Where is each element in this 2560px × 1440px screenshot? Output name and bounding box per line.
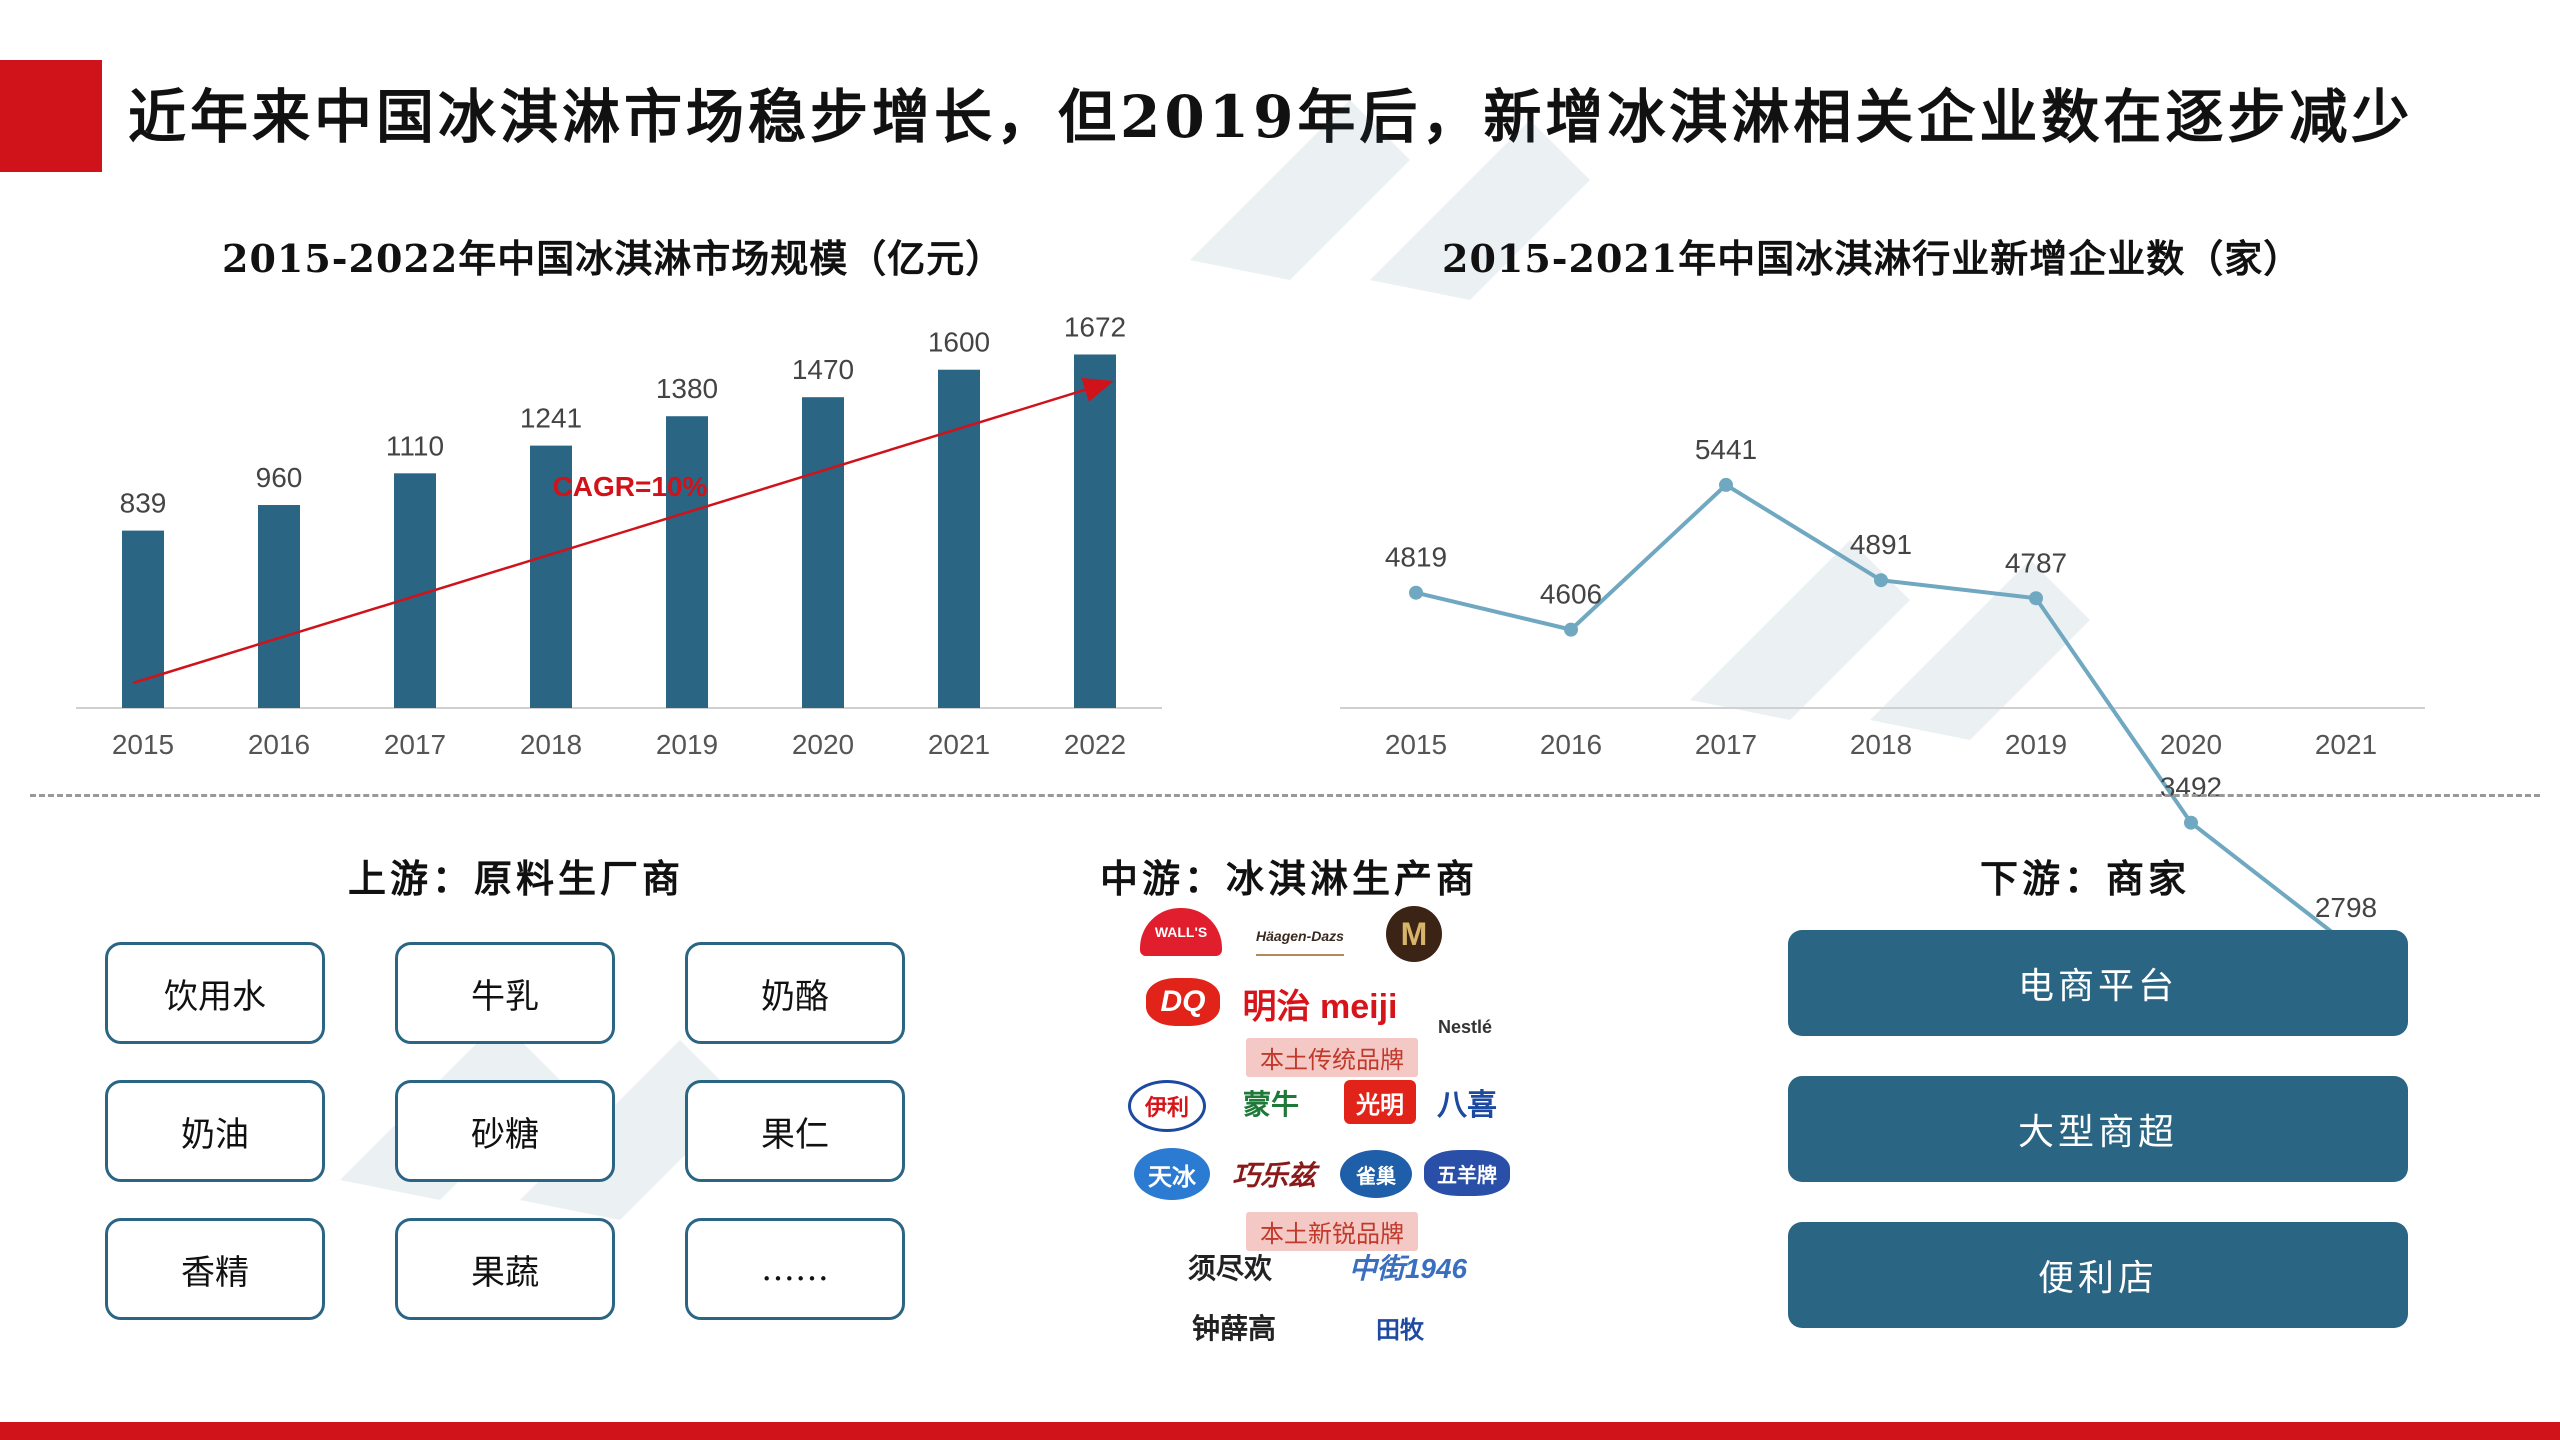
x-tick-label: 2020 [792, 729, 854, 760]
section-divider [30, 794, 2540, 797]
bar-value-label: 1380 [656, 373, 718, 404]
footer-bar [0, 1422, 2560, 1440]
line-value-label: 4819 [1385, 542, 1447, 573]
local-emerging-brand-tag: 本土新锐品牌 [1246, 1212, 1418, 1251]
material-cream: 奶油 [105, 1080, 325, 1182]
material-milk: 牛乳 [395, 942, 615, 1044]
cagr-trend-arrow [132, 377, 1114, 685]
material-drinking-water: 饮用水 [105, 942, 325, 1044]
line-value-label: 4606 [1540, 579, 1602, 610]
material-cheese: 奶酪 [685, 942, 905, 1044]
line-chart-title: 2015-2021年中国冰淇淋行业新增企业数（家） [1442, 236, 2303, 281]
x-tick-label: 2017 [1695, 729, 1757, 760]
line-point-2018 [1874, 573, 1888, 588]
upstream-heading: 上游：原料生厂商 [348, 856, 685, 901]
bar-2021 [938, 369, 980, 708]
x-tick-label: 2022 [1064, 729, 1126, 760]
nestle-logo: Nestlé [1437, 1017, 1493, 1037]
bar-chart-title: 2015-2022年中国冰淇淋市场规模（亿元） [222, 236, 1005, 281]
bar-2016 [258, 505, 300, 708]
tianmu-logo: 田牧 [1376, 1316, 1424, 1344]
guangming-logo: 光明 [1344, 1080, 1416, 1124]
bar-2020 [802, 397, 844, 708]
line-value-label: 5441 [1695, 434, 1757, 465]
line-chart: 4819 2015 4606 2016 5441 2017 4891 2018 4787 2019… [1340, 434, 2425, 951]
zhongjie-logo: 中街1946 [1348, 1253, 1468, 1284]
material-flavoring: 香精 [105, 1218, 325, 1320]
bar-chart: 839 2015 960 2016 1110 2017 1241 2018 1380 2019 14… [76, 311, 1162, 760]
channel-convenience-store: 便利店 [1788, 1222, 2408, 1328]
x-tick-label: 2019 [656, 729, 718, 760]
haagen-dazs-logo: Häagen-Dazs [1256, 918, 1344, 956]
baxi-logo: 八喜 [1437, 1089, 1497, 1122]
tianbing-logo: 天冰 [1134, 1148, 1210, 1200]
local-traditional-brand-tag: 本土传统品牌 [1246, 1038, 1418, 1077]
bar-value-label: 1470 [792, 354, 854, 385]
x-tick-label: 2018 [1850, 729, 1912, 760]
x-tick-label: 2021 [928, 729, 990, 760]
line-value-label: 3492 [2160, 772, 2222, 803]
x-tick-label: 2021 [2315, 729, 2377, 760]
bar-2018 [530, 445, 572, 708]
midstream-heading: 中游：冰淇淋生产商 [1100, 856, 1479, 901]
magnum-logo: M [1386, 906, 1442, 962]
x-tick-label: 2017 [384, 729, 446, 760]
channel-ecommerce: 电商平台 [1788, 930, 2408, 1036]
bar-2022 [1074, 354, 1116, 708]
page-title: 近年来中国冰淇淋市场稳步增长，但2019年后，新增冰淇淋相关企业数在逐步减少 [128, 83, 2414, 151]
bar-2015 [122, 530, 164, 708]
material-fruit-veg: 果蔬 [395, 1218, 615, 1320]
line-point-2016 [1564, 622, 1578, 637]
yili-logo: 伊利 [1128, 1080, 1206, 1132]
x-tick-label: 2016 [248, 729, 310, 760]
material-more: …… [685, 1218, 905, 1320]
x-tick-label: 2015 [1385, 729, 1447, 760]
x-tick-label: 2020 [2160, 729, 2222, 760]
mengniu-logo: 蒙牛 [1242, 1089, 1299, 1120]
line-point-2017 [1719, 477, 1733, 492]
nestle-blue-logo: 雀巢 [1340, 1150, 1412, 1198]
line-value-label: 2798 [2315, 892, 2377, 923]
x-tick-label: 2015 [112, 729, 174, 760]
x-tick-label: 2016 [1540, 729, 1602, 760]
bar-2019 [666, 416, 708, 708]
wuyang-logo: 五羊牌 [1424, 1150, 1510, 1196]
bar-value-label: 1241 [520, 403, 582, 434]
qiaolezi-logo: 巧乐兹 [1231, 1160, 1316, 1191]
bar-value-label: 839 [120, 488, 167, 519]
line-value-label: 4891 [1850, 529, 1912, 560]
title-accent-block [0, 60, 102, 172]
zhongxuegao-logo: 钟薛高 [1191, 1313, 1276, 1344]
channel-supermarket: 大型商超 [1788, 1076, 2408, 1182]
dq-logo: DQ [1146, 978, 1220, 1026]
material-nuts: 果仁 [685, 1080, 905, 1182]
line-point-2015 [1409, 585, 1423, 600]
line-value-label: 4787 [2005, 547, 2067, 578]
meiji-logo: 明治 meiji [1242, 987, 1398, 1026]
x-tick-label: 2019 [2005, 729, 2067, 760]
material-sugar: 砂糖 [395, 1080, 615, 1182]
bar-value-label: 1600 [928, 327, 990, 358]
line-point-2019 [2029, 591, 2043, 606]
bar-value-label: 1672 [1064, 311, 1126, 342]
line-point-2020 [2184, 815, 2198, 830]
walls-logo: WALL'S [1140, 908, 1222, 956]
cagr-annotation: CAGR=10% [553, 471, 708, 502]
x-tick-label: 2018 [520, 729, 582, 760]
downstream-heading: 下游：商家 [1980, 856, 2191, 901]
bar-value-label: 1110 [386, 430, 444, 461]
xujinhuan-logo: 须尽欢 [1187, 1253, 1272, 1284]
bar-value-label: 960 [256, 462, 303, 493]
